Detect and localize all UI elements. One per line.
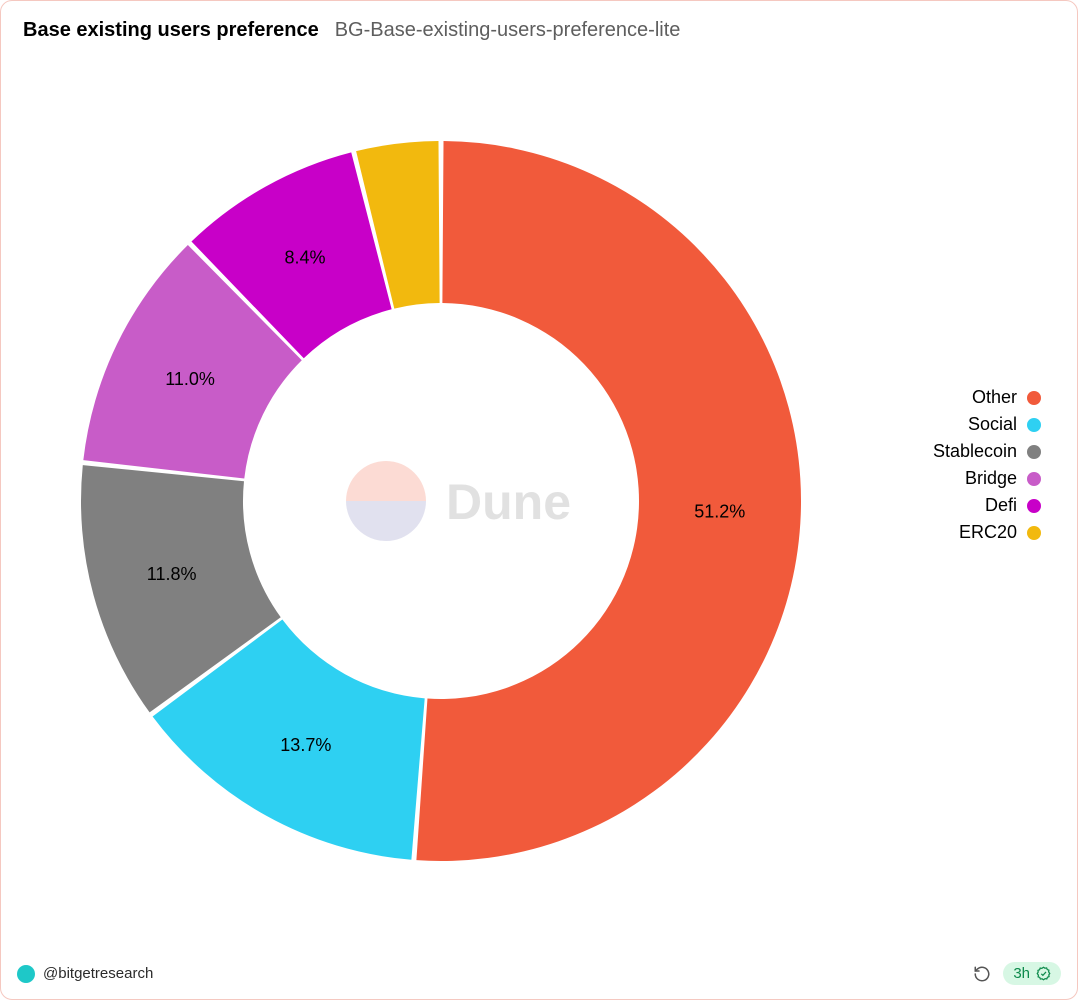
slice-label: 11.8%: [147, 564, 197, 584]
legend-item[interactable]: Bridge: [933, 468, 1041, 489]
legend-swatch-icon: [1027, 472, 1041, 486]
check-badge-icon: [1036, 966, 1051, 981]
legend-item[interactable]: Other: [933, 387, 1041, 408]
freshness-age: 3h: [1013, 965, 1030, 982]
chart-subtitle: BG-Base-existing-users-preference-lite: [335, 19, 681, 42]
chart-area: Dune 51.2% 13.7% 11.8% 11.0% 8.4%: [1, 61, 1078, 941]
legend: Other Social Stablecoin Bridge Defi ERC20: [933, 381, 1041, 549]
watermark: Dune: [346, 461, 571, 541]
legend-swatch-icon: [1027, 499, 1041, 513]
legend-label: Social: [968, 414, 1017, 435]
svg-text:Dune: Dune: [446, 474, 571, 530]
legend-swatch-icon: [1027, 418, 1041, 432]
legend-swatch-icon: [1027, 526, 1041, 540]
card-header: Base existing users preference BG-Base-e…: [1, 1, 1077, 42]
freshness-badge[interactable]: 3h: [1003, 962, 1061, 985]
legend-item[interactable]: Stablecoin: [933, 441, 1041, 462]
legend-item[interactable]: Social: [933, 414, 1041, 435]
chart-card: Base existing users preference BG-Base-e…: [0, 0, 1078, 1000]
legend-label: Bridge: [965, 468, 1017, 489]
legend-swatch-icon: [1027, 391, 1041, 405]
card-footer: @bitgetresearch 3h: [1, 952, 1077, 999]
slice-label: 8.4%: [285, 247, 326, 267]
legend-label: Defi: [985, 495, 1017, 516]
slice-label: 51.2%: [694, 502, 745, 522]
footer-actions: 3h: [971, 962, 1061, 985]
legend-swatch-icon: [1027, 445, 1041, 459]
author-handle: @bitgetresearch: [43, 965, 153, 982]
slice-label: 13.7%: [280, 735, 331, 755]
legend-label: ERC20: [959, 522, 1017, 543]
donut-chart: Dune 51.2% 13.7% 11.8% 11.0% 8.4%: [1, 61, 1078, 941]
author-avatar-icon: [17, 965, 35, 983]
legend-item[interactable]: ERC20: [933, 522, 1041, 543]
legend-label: Other: [972, 387, 1017, 408]
legend-item[interactable]: Defi: [933, 495, 1041, 516]
refresh-icon[interactable]: [971, 963, 993, 985]
author[interactable]: @bitgetresearch: [17, 965, 153, 983]
slice-label: 11.0%: [165, 369, 215, 389]
chart-title: Base existing users preference: [23, 19, 319, 42]
legend-label: Stablecoin: [933, 441, 1017, 462]
